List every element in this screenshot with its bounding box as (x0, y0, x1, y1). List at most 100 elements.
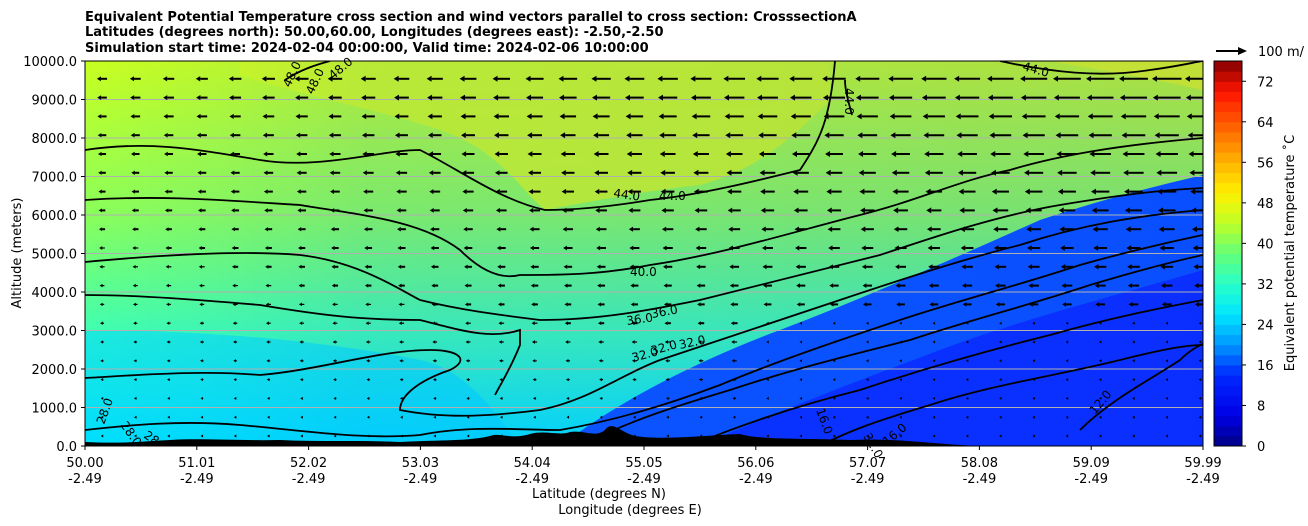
wind-vector (198, 264, 205, 269)
colorbar-band (1214, 395, 1242, 406)
y-tick-label: 2000.0 (32, 363, 78, 378)
wind-vector (394, 113, 409, 120)
wind-vector (599, 377, 604, 382)
wind-vector (856, 113, 878, 120)
wind-vector (766, 340, 769, 344)
wind-vector (789, 94, 812, 101)
wind-vector (398, 321, 405, 326)
wind-vector (465, 359, 471, 363)
wind-vector (895, 283, 906, 288)
x-tick-label-lat: 53.03 (402, 456, 439, 471)
wind-vector (825, 169, 843, 176)
wind-vector (164, 151, 174, 157)
wind-vector (828, 245, 840, 251)
wind-vector (299, 359, 304, 363)
wind-vector (858, 151, 877, 157)
wind-vector (559, 113, 577, 120)
wind-vector (763, 302, 772, 307)
wind-vector (164, 170, 173, 176)
wind-vector (395, 170, 408, 176)
wind-vector (526, 94, 544, 101)
chart-title-line-3: Simulation start time: 2024-02-04 00:00:… (85, 41, 649, 56)
wind-vector (395, 151, 408, 157)
wind-vector (921, 75, 947, 82)
wind-vector (991, 169, 1010, 176)
wind-vector (592, 94, 611, 101)
wind-vector (198, 208, 206, 213)
wind-vector (531, 340, 538, 344)
wind-vector (995, 283, 1006, 289)
colorbar-band (1214, 425, 1242, 437)
wind-vector (166, 340, 171, 344)
wind-vector (956, 132, 978, 139)
wind-vector (163, 95, 174, 101)
y-axis: 0.0 1000.0 2000.0 3000.0 4000.0 5000.0 6000.0 7… (23, 55, 85, 455)
contour-label: 44.0 (842, 88, 856, 115)
wind-vector (1161, 283, 1173, 289)
wind-vector (330, 208, 340, 213)
wind-vector (658, 94, 678, 101)
wind-vector (759, 169, 776, 176)
wind-vector (1128, 302, 1139, 307)
wind-vector (197, 151, 207, 157)
wind-vector (827, 226, 841, 232)
wind-vector (233, 340, 238, 344)
wind-vector (891, 169, 910, 176)
wind-vector (1091, 207, 1109, 214)
wind-vector (98, 208, 106, 213)
wind-vector (98, 189, 106, 194)
x-tick-label-lon: -2.49 (404, 472, 438, 487)
wind-vector (761, 245, 774, 251)
wind-vector (1065, 340, 1069, 344)
wind-vector (766, 434, 769, 438)
wind-vector (932, 321, 936, 325)
wind-vector (299, 378, 304, 382)
wind-vector (921, 94, 946, 101)
wind-vector (266, 321, 271, 325)
wind-vector (758, 151, 776, 157)
wind-vector (990, 151, 1011, 157)
wind-vector (464, 264, 472, 269)
wind-vector (366, 415, 370, 419)
wind-vector (99, 302, 105, 307)
wind-vector (832, 340, 836, 344)
colorbar-band (1214, 273, 1242, 285)
wind-vector (494, 132, 509, 139)
wind-vector (893, 226, 908, 233)
wind-vector (993, 245, 1007, 251)
wind-vector (628, 226, 640, 232)
wind-vector (1060, 245, 1074, 251)
wind-vector (925, 188, 943, 195)
wind-vector (430, 245, 439, 251)
wind-vector (267, 434, 270, 438)
wind-vector (828, 264, 840, 270)
wind-vector (264, 208, 273, 213)
wind-vector (723, 94, 745, 101)
plot-area (85, 61, 1203, 446)
wind-vector (133, 359, 137, 363)
wind-vector (300, 434, 303, 438)
wind-vector (364, 245, 373, 251)
y-tick-label: 8000.0 (32, 132, 78, 147)
wind-vector (461, 151, 475, 157)
wind-vector (527, 151, 542, 157)
wind-vector (1157, 207, 1176, 214)
contour-label: 36.0 (650, 303, 679, 321)
wind-vector (630, 302, 638, 307)
colorbar-band (1214, 405, 1242, 417)
wind-vector (1020, 94, 1047, 101)
wind-vector (756, 75, 779, 82)
wind-vector (1132, 321, 1135, 325)
wind-vector (594, 188, 608, 195)
wind-vector (1053, 94, 1080, 101)
wind-vector (131, 189, 140, 194)
wind-vector (365, 340, 371, 344)
wind-vector (928, 283, 939, 288)
wind-vector (762, 283, 772, 288)
wind-vector (565, 340, 571, 344)
wind-vector (300, 415, 303, 419)
wind-vector (1198, 434, 1202, 438)
wind-vector (1095, 302, 1105, 307)
wind-vector (532, 396, 537, 400)
wind-vector (200, 359, 204, 363)
